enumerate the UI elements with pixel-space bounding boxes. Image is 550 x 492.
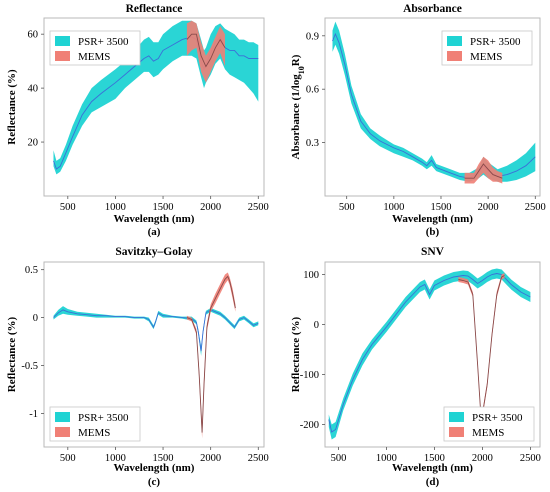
legend-label: MEMS (78, 427, 110, 439)
plot-frame (43, 261, 265, 448)
series-band-mems (464, 156, 503, 184)
series-mean-line-mems (458, 275, 505, 417)
series-band-psr (328, 268, 531, 440)
panel-caption: (c) (148, 476, 161, 488)
panel-caption: (d) (426, 476, 440, 488)
y-tick-label: 0.6 (306, 85, 319, 96)
x-tick-label: 2000 (200, 453, 221, 464)
series-mean-line-psr (328, 273, 531, 433)
plot-frame (324, 17, 541, 197)
plot-area (53, 20, 259, 175)
series-mean-line-mems (186, 275, 236, 433)
y-axis-label: Reflectance (%) (290, 316, 302, 392)
legend: PSR+ 3500 MEMS (49, 406, 141, 442)
legend-swatch (447, 36, 462, 46)
y-tick-label: 60 (28, 30, 39, 41)
y-tick-label: -200 (300, 420, 319, 431)
x-tick-label: 1500 (153, 202, 174, 213)
y-tick-label: -1 (29, 409, 38, 420)
chart-title: Reflectance (126, 3, 183, 15)
legend-label: PSR+ 3500 (472, 412, 523, 424)
series-band-psr (332, 21, 536, 182)
legend-label: PSR+ 3500 (78, 412, 129, 424)
legend-swatch (449, 427, 464, 437)
panel-caption: (a) (148, 226, 161, 238)
x-tick-label: 2500 (248, 202, 269, 213)
legend-label: PSR+ 3500 (470, 36, 521, 48)
series-band-mems (186, 272, 236, 439)
legend-swatch (449, 412, 464, 422)
y-tick-label: 0.3 (306, 138, 319, 149)
x-tick-label: 500 (60, 202, 76, 213)
y-axis-label: Reflectance (%) (6, 316, 18, 392)
series-mean-line-mems (464, 163, 503, 179)
legend-label: PSR+ 3500 (78, 36, 129, 48)
x-axis-label: Wavelength (nm) (392, 462, 473, 474)
plot-area (53, 272, 259, 439)
legend: PSR+ 3500 MEMS (49, 30, 141, 66)
x-tick-label: 500 (60, 453, 76, 464)
legend: PSR+ 3500 MEMS (441, 30, 533, 66)
y-tick-label: 0.5 (25, 265, 38, 276)
y-tick-label: 0.9 (306, 31, 319, 42)
x-tick-label: 2500 (248, 453, 269, 464)
legend-swatch (55, 36, 70, 46)
x-axis-label: Wavelength (nm) (392, 213, 473, 225)
x-tick-label: 2500 (520, 453, 541, 464)
y-tick-label: 0 (314, 320, 319, 331)
chart-title: Savitzky–Golay (115, 246, 193, 258)
x-tick-label: 1500 (153, 453, 174, 464)
chart-panel-a: Reflectance 500 1000 1500 2000 2500 20 40 60 Wave… (6, 3, 269, 238)
x-tick-label: 1000 (383, 202, 404, 213)
legend-label: MEMS (78, 51, 110, 63)
x-axis-label: Wavelength (nm) (114, 213, 195, 225)
plot-area (332, 21, 536, 184)
series-mean-line-psr (53, 309, 259, 352)
chart-panel-c: Savitzky–Golay 500 1000 1500 2000 2500 0.5 0 -0.… (6, 246, 269, 488)
y-tick-label: 20 (28, 138, 39, 149)
legend-label: MEMS (472, 427, 504, 439)
plot-frame (324, 261, 541, 448)
x-axis-label: Wavelength (nm) (114, 462, 195, 474)
x-tick-label: 1500 (430, 202, 451, 213)
panel-caption: (b) (426, 226, 440, 238)
legend-swatch (55, 51, 70, 61)
x-tick-label: 500 (339, 202, 355, 213)
x-tick-label: 1000 (105, 202, 126, 213)
chart-panel-b: Absorbance 500 1000 1500 2000 2500 0.3 0.6 0.9 Wa… (290, 3, 546, 238)
y-tick-label: -100 (300, 370, 319, 381)
legend-label: MEMS (470, 51, 502, 63)
legend-swatch (55, 427, 70, 437)
legend: PSR+ 3500 MEMS (443, 406, 535, 442)
y-axis-label: Absorbance (1/log10R) (290, 54, 306, 159)
legend-swatch (447, 51, 462, 61)
chart-title: Absorbance (403, 3, 462, 15)
plot-frame (43, 17, 265, 197)
x-tick-label: 1000 (376, 453, 397, 464)
chart-title: SNV (421, 246, 445, 258)
y-tick-label: 100 (303, 270, 319, 281)
legend-swatch (55, 412, 70, 422)
series-band-mems (458, 273, 505, 418)
series-mean-line-mems (186, 33, 226, 68)
x-tick-label: 1500 (424, 453, 445, 464)
y-tick-label: -0.5 (21, 361, 38, 372)
y-tick-label: 0 (33, 313, 38, 324)
x-tick-label: 2500 (525, 202, 546, 213)
series-band-psr (53, 306, 259, 356)
x-tick-label: 2000 (478, 202, 499, 213)
y-tick-label: 40 (28, 84, 39, 95)
y-axis-label: Reflectance (%) (6, 69, 18, 145)
x-tick-label: 2000 (200, 202, 221, 213)
x-tick-label: 1000 (105, 453, 126, 464)
x-tick-label: 2000 (472, 453, 493, 464)
x-tick-label: 500 (331, 453, 347, 464)
series-mean-line-psr (53, 36, 259, 170)
